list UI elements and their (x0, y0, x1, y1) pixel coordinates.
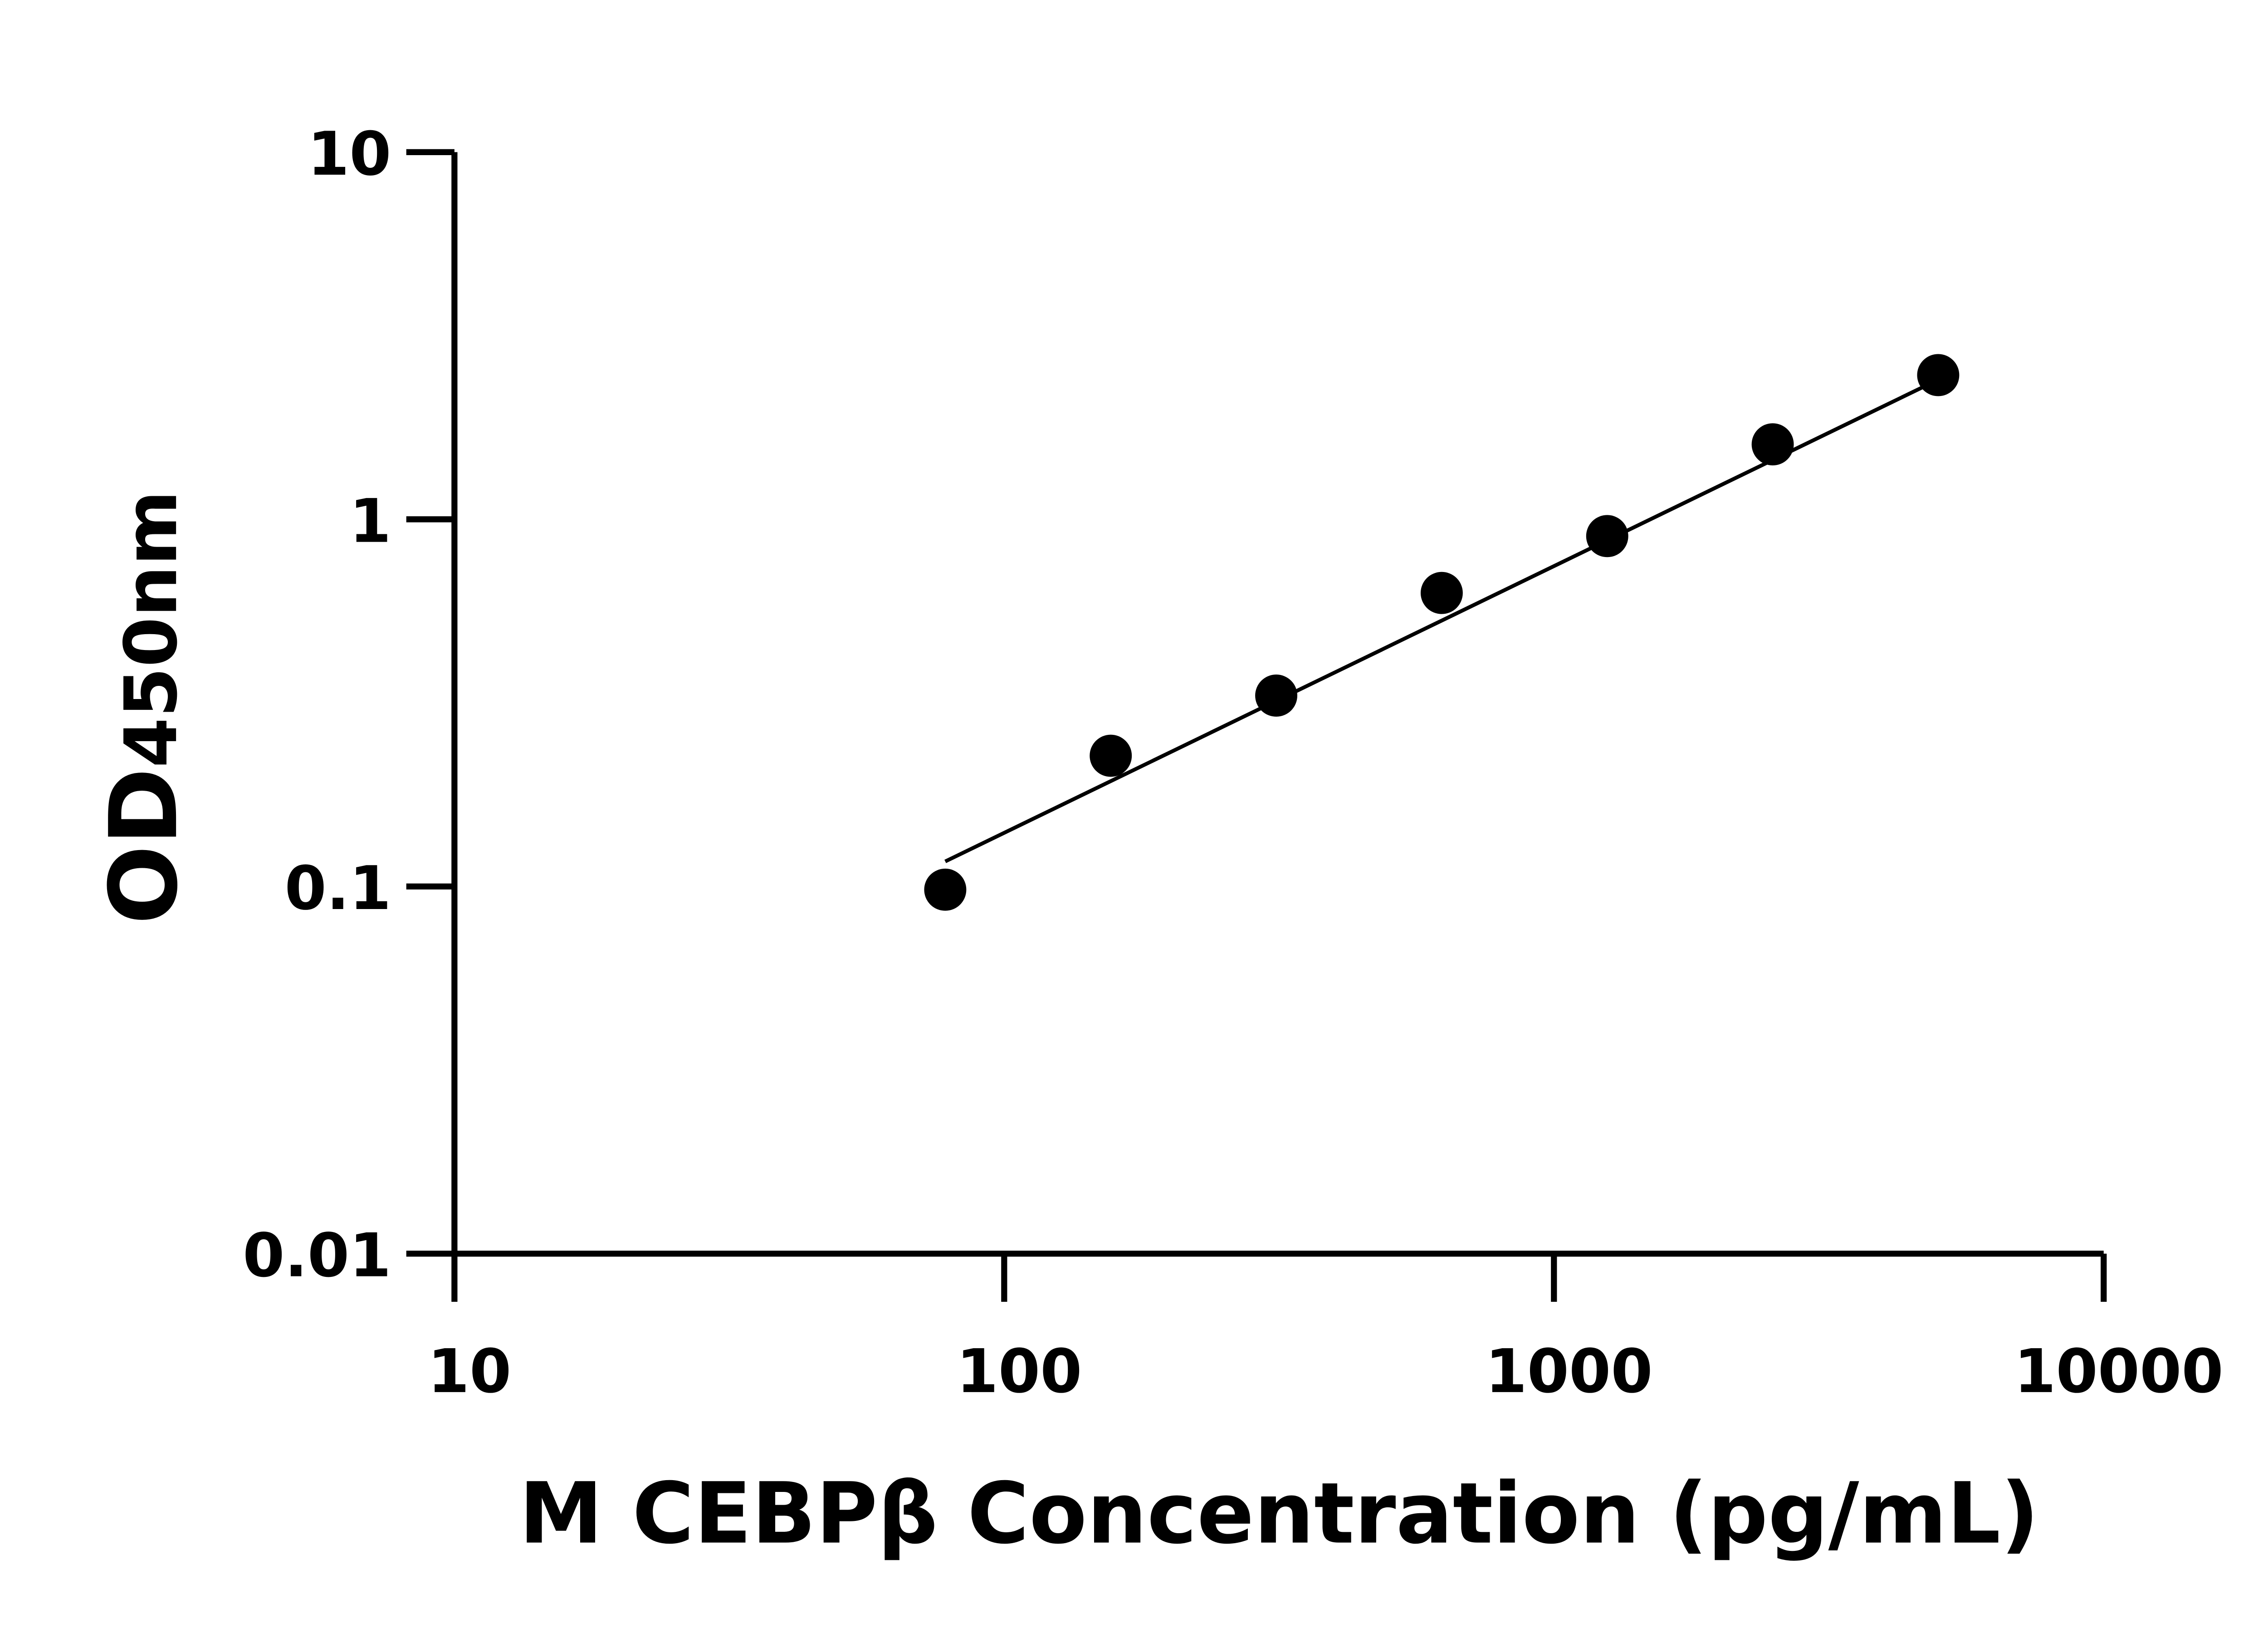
x-tick-label: 100 (957, 1337, 1082, 1407)
y-axis-label-sub: 450nm (109, 490, 193, 768)
data-point (1586, 515, 1628, 557)
y-axis-label-main: OD (89, 768, 198, 925)
x-tick-label: 10000 (2014, 1337, 2224, 1407)
x-tick-label: 1000 (1485, 1337, 1652, 1407)
data-point (1917, 354, 1960, 396)
axes (406, 149, 2107, 1302)
data-point (1255, 675, 1298, 717)
data-point (1420, 572, 1463, 614)
y-tick-label: 0.1 (284, 854, 391, 924)
x-tick-label: 10 (428, 1337, 512, 1407)
data-point (1751, 423, 1794, 466)
y-axis-label: OD450nm (89, 490, 198, 924)
y-tick-label: 10 (308, 119, 391, 189)
x-axis-label: M CEBPβ Concentration (pg/mL) (519, 1465, 2039, 1563)
y-tick-label: 1 (349, 487, 391, 557)
y-tick-label: 0.01 (243, 1221, 391, 1291)
tick-labels: 10 100 1000 10000 0.01 0.1 1 10 (243, 119, 2224, 1407)
data-marks (924, 354, 1960, 911)
data-point (924, 868, 967, 911)
data-point (1090, 734, 1132, 777)
